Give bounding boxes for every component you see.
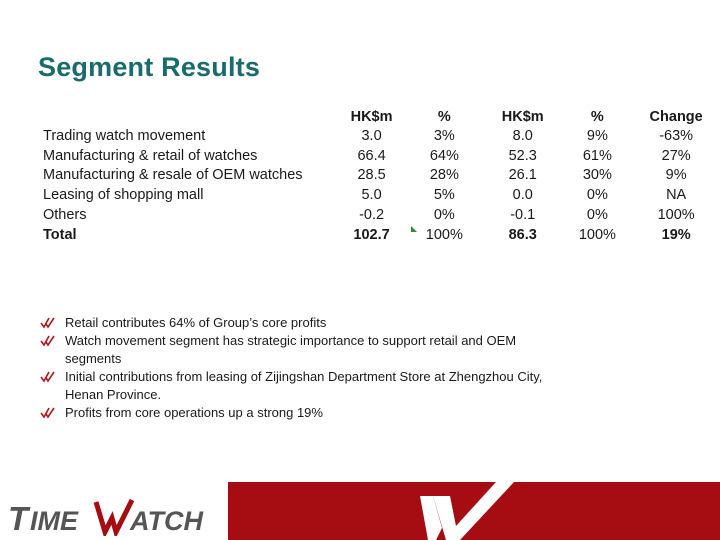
cell-hkm-prior: 0.0: [512, 187, 533, 204]
total-change: 19%: [661, 226, 691, 243]
svg-text:IME: IME: [30, 506, 79, 536]
cell-pct-prior: 0%: [586, 207, 608, 224]
checkmark-bullet-icon: [40, 317, 55, 329]
table-row: Manufacturing & resale of OEM watches 28…: [40, 166, 720, 186]
checkmark-bullet-icon: [40, 407, 55, 419]
table-row: Manufacturing & retail of watches 66.4 6…: [40, 146, 720, 166]
svg-text:ATCH: ATCH: [129, 506, 203, 536]
cell-pct-prior: 9%: [586, 127, 608, 144]
checkmark-bullet-icon: [40, 335, 55, 347]
cell-hkm-prior: 52.3: [508, 147, 537, 164]
cell-hkm-prior: -0.1: [510, 207, 536, 224]
list-item: Profits from core operations up a strong…: [40, 404, 560, 422]
cell-hkm-current: 66.4: [357, 147, 386, 164]
timewatch-logo: T IME ATCH: [8, 498, 203, 536]
total-hkm-prior: 86.3: [508, 226, 537, 243]
bullet-text: Retail contributes 64% of Group’s core p…: [65, 315, 327, 330]
cell-pct-current: 0%: [433, 207, 455, 224]
header-hkm-prior: HK$m: [501, 109, 544, 125]
cell-pct-current: 64%: [429, 147, 459, 164]
row-label: Manufacturing & resale of OEM watches: [43, 167, 303, 184]
cell-pct-current: 3%: [433, 127, 455, 144]
table-row: Trading watch movement 3.0 3% 8.0 9% -63…: [40, 126, 720, 146]
cell-pct-prior: 30%: [582, 167, 612, 184]
cell-change: 9%: [665, 167, 687, 184]
segment-results-table: HK$m % HK$m % Change Trading watch movem…: [40, 108, 720, 245]
svg-text:T: T: [8, 500, 31, 536]
row-label: Leasing of shopping mall: [43, 187, 204, 204]
table-row: Others -0.2 0% -0.1 0% 100%: [40, 205, 720, 225]
row-label: Manufacturing & retail of watches: [43, 147, 258, 164]
total-pct-prior: 100%: [578, 226, 616, 243]
cell-pct-current: 28%: [429, 167, 459, 184]
cell-comment-marker-icon: [411, 226, 417, 232]
table-row: Leasing of shopping mall 5.0 5% 0.0 0% N…: [40, 185, 720, 205]
checkmark-bullet-icon: [40, 371, 55, 383]
cell-hkm-current: 3.0: [361, 127, 382, 144]
row-label: Trading watch movement: [43, 127, 206, 144]
total-hkm-current: 102.7: [353, 226, 390, 243]
cell-hkm-prior: 26.1: [508, 167, 537, 184]
header-label: [40, 108, 337, 126]
cell-hkm-current: -0.2: [359, 207, 385, 224]
total-label: Total: [43, 226, 77, 243]
header-hkm-current: HK$m: [350, 109, 393, 125]
page-title: Segment Results: [38, 52, 261, 82]
table-header-row: HK$m % HK$m % Change: [40, 108, 720, 126]
cell-change: NA: [666, 187, 687, 204]
cell-hkm-prior: 8.0: [512, 127, 533, 144]
cell-pct-prior: 61%: [582, 147, 612, 164]
bullet-list: Retail contributes 64% of Group’s core p…: [40, 314, 560, 422]
bullet-text: Watch movement segment has strategic imp…: [65, 333, 517, 366]
header-pct-current: %: [437, 109, 451, 125]
cell-pct-current: 5%: [433, 187, 455, 204]
cell-pct-prior: 0%: [586, 187, 608, 204]
header-pct-prior: %: [590, 109, 604, 125]
bullet-text: Profits from core operations up a strong…: [65, 405, 323, 420]
header-change: Change: [649, 109, 703, 125]
total-pct-current: 100%: [425, 226, 463, 243]
list-item: Initial contributions from leasing of Zi…: [40, 368, 560, 404]
list-item: Watch movement segment has strategic imp…: [40, 332, 560, 368]
bullet-text: Initial contributions from leasing of Zi…: [65, 369, 543, 402]
cell-hkm-current: 5.0: [361, 187, 382, 204]
row-label: Others: [43, 207, 87, 224]
table-total-row: Total 102.7 100% 86.3 100% 19%: [40, 225, 720, 245]
cell-hkm-current: 28.5: [357, 167, 386, 184]
list-item: Retail contributes 64% of Group’s core p…: [40, 314, 560, 332]
cell-change: 100%: [657, 207, 695, 224]
footer-brand-band: [228, 482, 720, 540]
cell-change: -63%: [659, 127, 694, 144]
cell-change: 27%: [661, 147, 691, 164]
